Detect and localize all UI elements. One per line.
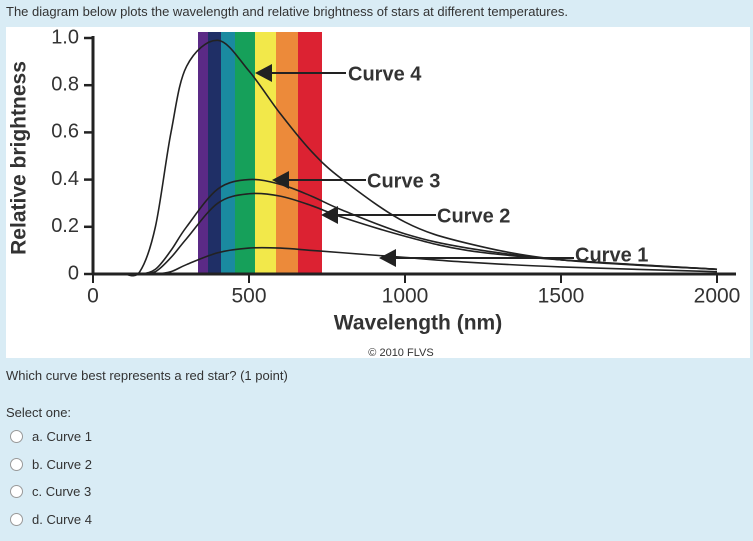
annotations: Curve 4 Curve 3 Curve 2 Curve 1 (255, 63, 648, 267)
y-tick-label: 1.0 (51, 26, 79, 48)
curve-label: Curve 4 (348, 63, 422, 85)
x-tick-label: 1500 (538, 285, 585, 308)
x-tick-label: 500 (231, 285, 266, 308)
band-indigo (208, 32, 221, 274)
option-label[interactable]: b. Curve 2 (32, 456, 92, 472)
x-tick-label: 2000 (694, 285, 741, 308)
y-tick-label: 0 (68, 262, 79, 284)
intro-text: The diagram below plots the wavelength a… (6, 4, 568, 19)
y-tick-label: 0.8 (51, 73, 79, 95)
curve-label: Curve 2 (437, 205, 510, 227)
radio-button[interactable] (10, 512, 23, 526)
radio-button[interactable] (10, 485, 23, 498)
curve (124, 246, 718, 275)
axes (84, 36, 736, 283)
question-text: Which curve best represents a red star? … (6, 368, 288, 383)
y-axis-title: Relative brightness (8, 61, 31, 255)
y-tick-label: 0.2 (51, 215, 79, 237)
credit: © 2010 FLVS (368, 347, 433, 359)
band-red (298, 32, 322, 274)
arrow-head (379, 249, 396, 267)
band-yellow (255, 32, 276, 274)
select-prompt: Select one: (6, 405, 72, 420)
band-blue (221, 32, 235, 274)
option[interactable]: b. Curve 2 (10, 457, 92, 472)
x-tick-label: 0 (87, 285, 99, 308)
band-orange (276, 32, 298, 274)
chart-background (6, 27, 750, 358)
band-green (235, 32, 255, 274)
option-label[interactable]: a. Curve 1 (32, 429, 92, 444)
spectrum (198, 32, 322, 274)
option-label[interactable]: c. Curve 3 (32, 484, 92, 499)
y-tick-label: 0.4 (51, 168, 79, 190)
option[interactable]: a. Curve 1 (10, 429, 92, 444)
arrow-head (255, 64, 272, 82)
curve-label: Curve 1 (575, 244, 648, 266)
option-label[interactable]: d. Curve 4 (32, 511, 92, 527)
curve (124, 192, 718, 275)
option[interactable]: c. Curve 3 (10, 484, 91, 499)
curve-label: Curve 3 (367, 170, 440, 192)
curve (124, 39, 718, 277)
radio-button[interactable] (10, 430, 23, 443)
chart: Relative brightness Wavelength (nm) © 20… (6, 26, 750, 359)
band-violet (198, 32, 208, 274)
x-axis-title: Wavelength (nm) (334, 312, 502, 335)
option[interactable]: d. Curve 4 (10, 512, 92, 527)
arrow-head (272, 171, 289, 189)
radio-button[interactable] (10, 457, 23, 471)
arrow-head (321, 206, 338, 224)
x-tick-label: 1000 (382, 285, 429, 308)
y-tick-label: 0.6 (51, 121, 79, 143)
curve (124, 178, 718, 276)
